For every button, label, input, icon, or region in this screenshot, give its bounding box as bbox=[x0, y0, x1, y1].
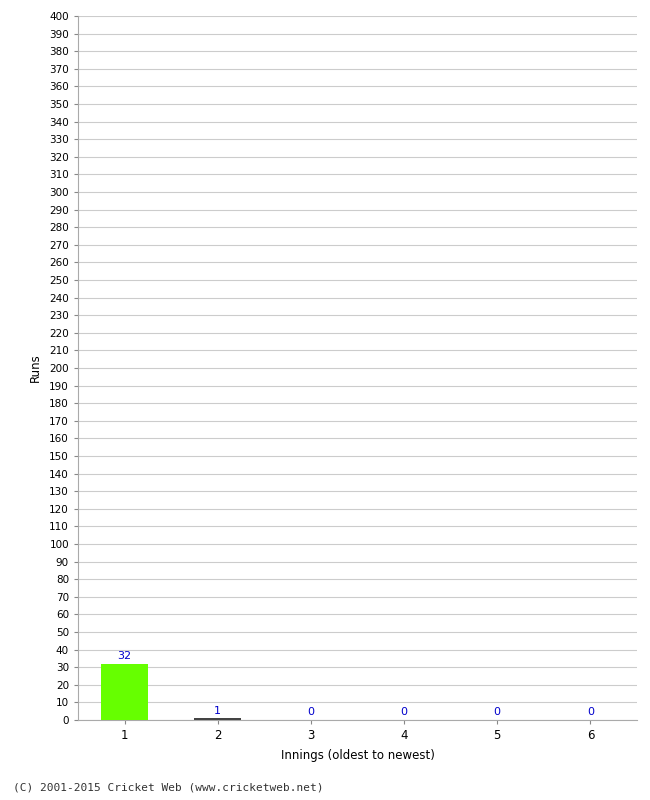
Bar bbox=[194, 718, 241, 720]
X-axis label: Innings (oldest to newest): Innings (oldest to newest) bbox=[281, 749, 434, 762]
Text: 0: 0 bbox=[494, 707, 500, 718]
Y-axis label: Runs: Runs bbox=[29, 354, 42, 382]
Text: 1: 1 bbox=[214, 706, 221, 715]
Text: 0: 0 bbox=[307, 707, 315, 718]
Text: 0: 0 bbox=[400, 707, 408, 718]
Text: 0: 0 bbox=[587, 707, 594, 718]
Text: 32: 32 bbox=[118, 651, 132, 661]
Bar bbox=[101, 664, 148, 720]
Text: (C) 2001-2015 Cricket Web (www.cricketweb.net): (C) 2001-2015 Cricket Web (www.cricketwe… bbox=[13, 782, 324, 792]
